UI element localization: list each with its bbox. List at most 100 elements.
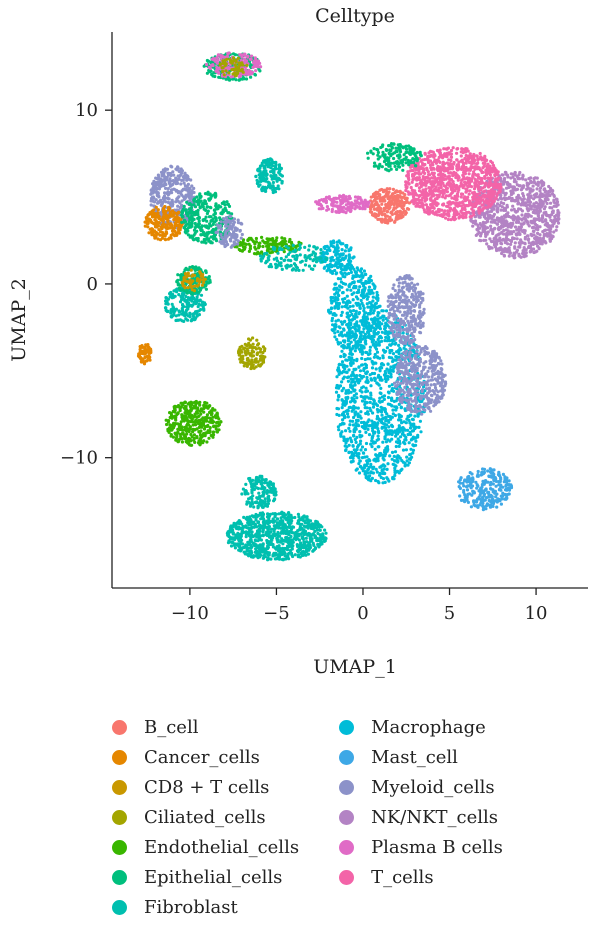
scatter-point: [355, 303, 360, 307]
scatter-point: [195, 436, 199, 440]
scatter-point: [373, 441, 377, 445]
scatter-point: [397, 430, 401, 434]
scatter-point: [402, 313, 406, 317]
scatter-point: [469, 505, 473, 509]
scatter-point: [186, 286, 190, 290]
scatter-point: [340, 305, 344, 309]
scatter-point: [390, 383, 394, 387]
scatter-point: [349, 246, 353, 250]
scatter-point: [390, 387, 394, 391]
scatter-point: [439, 359, 443, 363]
scatter-point: [395, 328, 399, 332]
scatter-point: [265, 538, 269, 543]
scatter-point: [396, 371, 400, 375]
scatter-point: [417, 352, 421, 356]
scatter-point: [412, 387, 416, 391]
scatter-point: [374, 467, 378, 471]
scatter-point: [474, 480, 478, 484]
scatter-point: [355, 315, 359, 319]
scatter-point: [269, 542, 273, 547]
scatter-point: [393, 473, 397, 477]
scatter-point: [203, 277, 207, 281]
scatter-point: [385, 367, 389, 371]
scatter-point: [384, 371, 388, 375]
scatter-point: [408, 328, 412, 332]
scatter-point: [176, 273, 180, 277]
scatter-point: [466, 492, 470, 496]
scatter-point: [293, 553, 297, 557]
scatter-point: [190, 274, 194, 278]
scatter-point: [264, 502, 268, 506]
scatter-point: [244, 482, 248, 486]
scatter-point: [402, 305, 406, 309]
scatter-point: [359, 298, 363, 303]
scatter-point: [351, 456, 355, 460]
scatter-point: [370, 366, 375, 370]
scatter-point: [470, 478, 474, 482]
scatter-point: [335, 375, 339, 379]
scatter-point: [280, 557, 284, 562]
scatter-point: [200, 434, 205, 438]
scatter-point: [399, 318, 403, 323]
scatter-point: [372, 399, 376, 403]
scatter-point: [171, 435, 175, 439]
cluster-macrophage: [327, 265, 382, 354]
scatter-point: [215, 412, 219, 416]
scatter-point: [393, 405, 397, 409]
scatter-point: [458, 478, 462, 482]
scatter-point: [463, 478, 467, 482]
scatter-point: [351, 298, 355, 302]
scatter-point: [386, 336, 390, 340]
scatter-point: [503, 479, 507, 484]
scatter-point: [353, 383, 357, 387]
scatter-point: [357, 414, 361, 418]
scatter-point: [440, 372, 444, 376]
scatter-point: [389, 417, 393, 421]
scatter-point: [481, 504, 485, 508]
scatter-point: [346, 388, 351, 392]
scatter-point: [194, 310, 198, 314]
scatter-point: [413, 354, 417, 358]
scatter-point: [247, 554, 251, 558]
scatter-point: [384, 309, 389, 313]
scatter-point: [391, 303, 396, 307]
scatter-point: [400, 421, 404, 425]
scatter-point: [411, 339, 415, 343]
scatter-point: [190, 401, 194, 405]
scatter-point: [407, 274, 411, 278]
scatter-point: [352, 433, 356, 437]
scatter-point: [359, 410, 363, 414]
scatter-point: [281, 512, 285, 517]
scatter-point: [369, 274, 373, 278]
scatter-point: [169, 413, 174, 417]
scatter-point: [408, 380, 412, 384]
scatter-point: [329, 295, 333, 300]
scatter-point: [336, 318, 340, 322]
scatter-point: [333, 323, 337, 327]
scatter-point: [426, 391, 430, 395]
scatter-point: [330, 255, 334, 259]
scatter-point: [387, 355, 391, 359]
scatter-point: [231, 528, 235, 532]
scatter-point: [358, 331, 363, 335]
scatter-point: [194, 265, 198, 269]
scatter-point: [250, 545, 254, 549]
scatter-point: [338, 241, 342, 245]
scatter-point: [427, 366, 431, 370]
scatter-point: [348, 255, 352, 259]
scatter-point: [337, 386, 341, 390]
scatter-point: [195, 427, 199, 431]
scatter-point: [373, 285, 377, 289]
scatter-point: [379, 465, 383, 469]
scatter-point: [347, 249, 351, 253]
scatter-point: [360, 344, 364, 348]
scatter-point: [229, 544, 234, 548]
scatter-point: [404, 341, 408, 345]
scatter-point: [255, 496, 259, 500]
scatter-point: [397, 358, 401, 362]
scatter-point: [347, 450, 351, 455]
scatter-point: [414, 318, 418, 322]
scatter-point: [358, 340, 363, 344]
scatter-point: [247, 517, 251, 521]
scatter-point: [404, 438, 408, 442]
